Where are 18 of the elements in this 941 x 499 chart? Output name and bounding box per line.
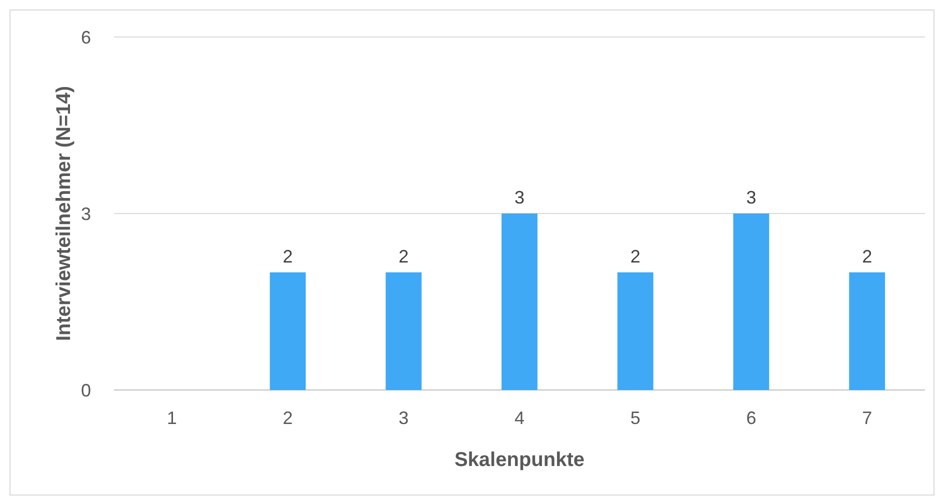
data-label: 3 [746,188,756,208]
x-axis-title: Skalenpunkte [454,449,585,471]
x-tick-label: 7 [862,408,872,428]
data-label: 2 [398,246,409,266]
y-tick-label: 6 [80,27,91,48]
data-label: 2 [862,246,872,266]
y-tick-label: 0 [80,380,91,400]
x-tick-label: 4 [514,408,525,428]
x-tick-label: 1 [166,408,177,428]
x-tick-label: 6 [746,408,756,428]
data-label: 2 [282,246,293,266]
data-label: 2 [630,246,640,266]
data-label: 3 [514,188,525,208]
y-axis-title: Interviewteilnehmer (N=14) [53,86,75,342]
x-tick-label: 3 [398,408,409,428]
y-tick-label: 3 [80,204,91,224]
x-tick-label: 2 [282,408,293,428]
x-tick-label: 5 [630,408,640,428]
